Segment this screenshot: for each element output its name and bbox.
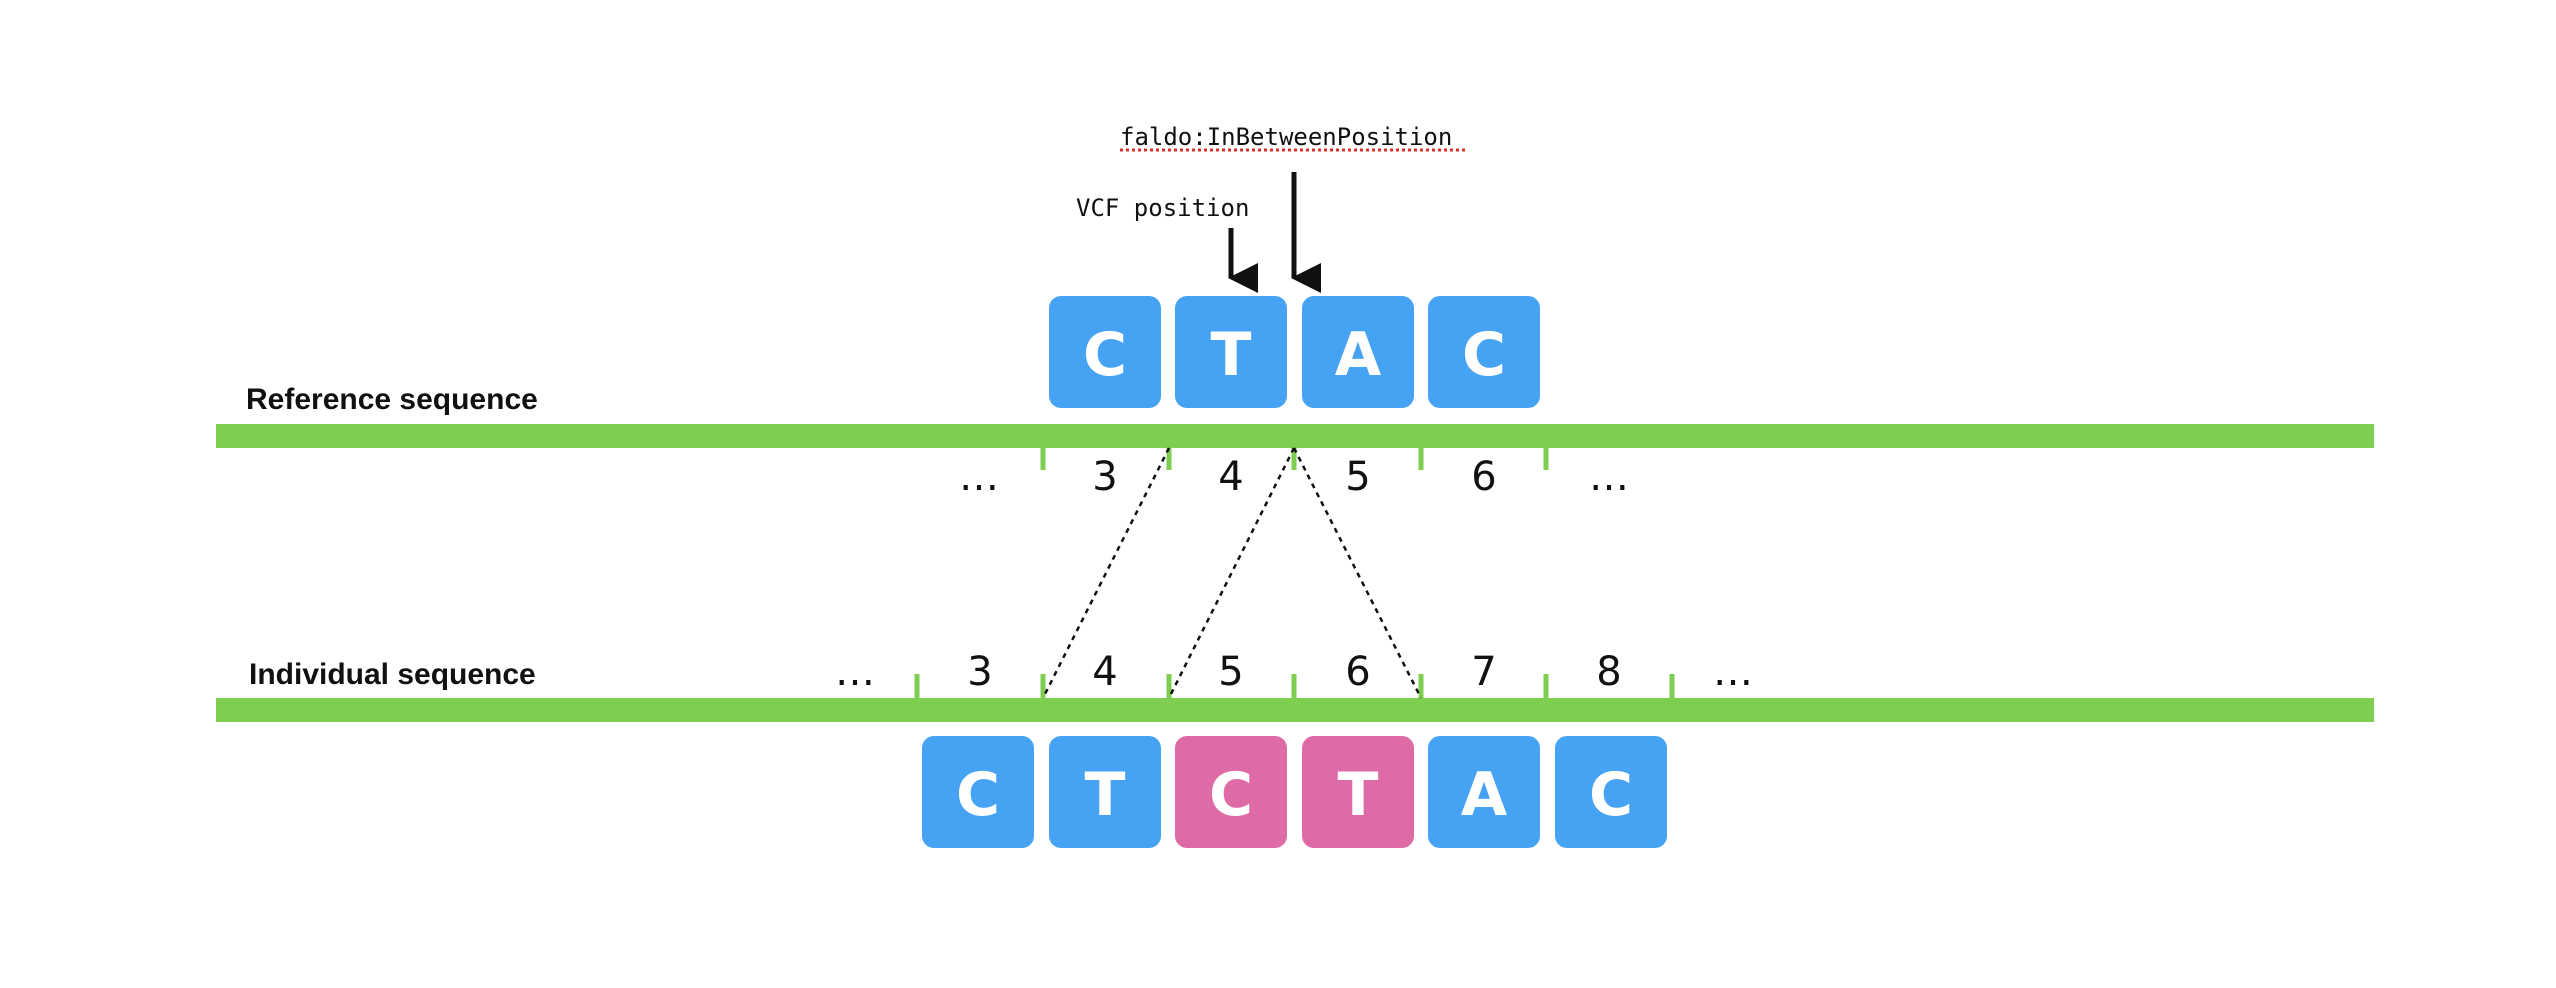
mapping-line-insertion-right [1292,447,1423,699]
mapping-line-3-4 [1041,447,1171,699]
individual-position: 5 [1218,649,1243,695]
individual-base-letter: A [1461,760,1508,830]
reference-position: 6 [1471,454,1496,500]
reference-positions: … 3 4 5 6 … [959,454,1629,500]
mapping-lines [1041,447,1423,699]
individual-positions: … 3 4 5 6 7 8 … [835,649,1753,695]
reference-sequence-label: Reference sequence [246,383,538,416]
mapping-line-insertion-left [1167,447,1296,699]
individual-base-letter: T [1338,760,1379,830]
individual-sequence-label: Individual sequence [249,658,536,691]
individual-position: 7 [1471,649,1496,695]
reference-base-letter: C [1462,320,1506,390]
reference-base-box [1049,296,1161,408]
individual-bases: C T C T A C [922,736,1667,848]
individual-position: … [1713,649,1753,695]
individual-position: 8 [1596,649,1621,695]
reference-base-box [1302,296,1414,408]
reference-bases: C T A C [1049,296,1540,408]
individual-sequence-line [216,698,2374,722]
individual-position: … [835,649,875,695]
individual-base-box [1302,736,1414,848]
reference-sequence-line [216,424,2374,448]
individual-base-box [1175,736,1287,848]
reference-position: 4 [1218,454,1243,500]
reference-position: 3 [1092,454,1117,500]
reference-base-letter: C [1083,320,1127,390]
individual-base-box [922,736,1034,848]
reference-base-box [1175,296,1287,408]
reference-position: 5 [1345,454,1370,500]
individual-base-letter: C [1209,760,1253,830]
reference-position: … [1589,454,1629,500]
faldo-label: faldo:InBetweenPosition [1120,123,1452,151]
individual-position: 4 [1092,649,1117,695]
individual-base-box [1555,736,1667,848]
individual-position: 6 [1345,649,1370,695]
individual-position: 3 [967,649,992,695]
individual-ticks [914,674,1675,700]
individual-base-box [1049,736,1161,848]
vcf-label: VCF position [1076,194,1249,222]
reference-base-letter: A [1335,320,1382,390]
reference-base-letter: T [1211,320,1252,390]
reference-base-box [1428,296,1540,408]
individual-base-box [1428,736,1540,848]
individual-base-letter: T [1085,760,1126,830]
individual-base-letter: C [956,760,1000,830]
individual-base-letter: C [1589,760,1633,830]
reference-position: … [959,454,999,500]
